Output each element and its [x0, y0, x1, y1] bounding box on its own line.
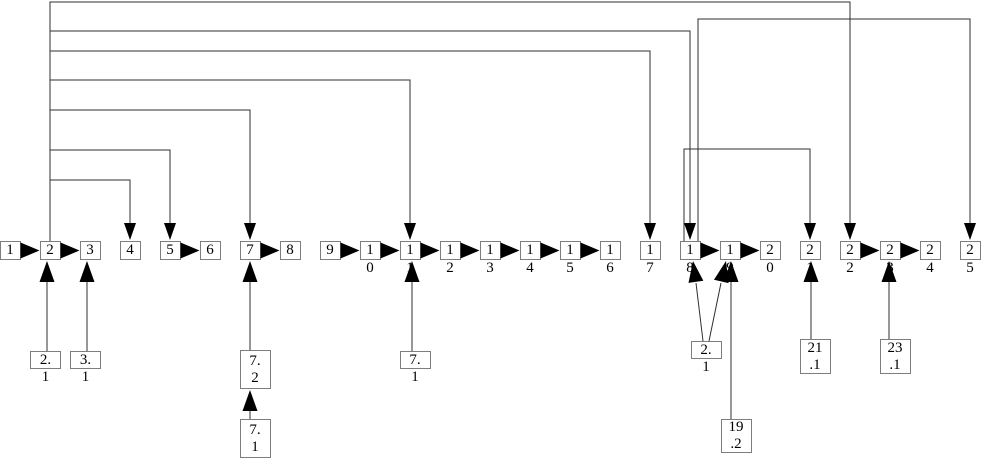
node-label: 1 — [406, 242, 414, 258]
node-label: 3 — [86, 242, 94, 258]
node-5: 5 — [159, 241, 181, 260]
node-label: 8 — [286, 242, 294, 258]
node-16: 1 — [599, 241, 621, 260]
node-label-overflow: 9 — [726, 260, 734, 276]
node-label: .2 — [730, 436, 742, 452]
node-20: 2 — [759, 241, 781, 260]
node-15: 1 — [559, 241, 581, 260]
node-label-overflow: 0 — [366, 260, 374, 276]
node-4: 4 — [119, 241, 141, 260]
node-11: 1 — [399, 241, 421, 260]
node-label: 9 — [326, 242, 334, 258]
node-23.1: 23.1 — [879, 339, 911, 374]
node-2.1-left: 2. — [30, 351, 61, 369]
node-7.2: 7. 2 — [239, 350, 271, 389]
node-label: 1 — [726, 242, 734, 258]
node-label-overflow: 1 — [81, 369, 90, 385]
node-label: 1 — [251, 438, 259, 455]
node-3.1: 3. — [70, 351, 101, 369]
node-label-overflow: 1 — [406, 260, 414, 276]
node-13: 1 — [479, 241, 501, 260]
node-label: 6 — [206, 242, 214, 258]
node-label-overflow: 4 — [926, 260, 934, 276]
node-label: 2 — [926, 242, 934, 258]
node-9: 9 — [319, 241, 341, 260]
node-label-overflow: 5 — [966, 260, 974, 276]
node-label-overflow: 6 — [606, 260, 614, 276]
node-22: 2 — [839, 241, 861, 260]
node-25: 2 — [959, 241, 981, 260]
node-label: 1 — [486, 242, 494, 258]
node-label: 1 — [446, 242, 454, 258]
node-19: 1 — [719, 241, 741, 260]
node-label: 2. — [700, 341, 712, 358]
node-label-overflow: 4 — [526, 260, 534, 276]
node-label: 7. — [249, 421, 261, 438]
node-label: 7. — [249, 352, 261, 369]
node-label: 19 — [728, 419, 744, 435]
node-label: 7 — [246, 242, 254, 258]
node-label: 2 — [886, 242, 894, 258]
node-label-overflow: 3 — [486, 260, 494, 276]
node-label: 1 — [566, 242, 574, 258]
node-label-overflow: 2 — [846, 260, 854, 276]
node-label: 1 — [646, 242, 654, 258]
node-label: 1 — [6, 242, 14, 258]
node-label-overflow: 1 — [806, 260, 814, 276]
node-label: 1 — [526, 242, 534, 258]
node-label: 2 — [806, 242, 814, 258]
node-7: 7 — [239, 241, 261, 260]
node-3: 3 — [79, 241, 101, 260]
node-10: 1 — [359, 241, 381, 260]
node-label: 2 — [46, 242, 54, 258]
node-1: 1 — [0, 241, 21, 260]
node-label: 2. — [39, 351, 52, 368]
node-label: 7. — [409, 351, 421, 368]
node-24: 2 — [919, 241, 941, 260]
node-label: 1 — [686, 242, 694, 258]
node-label: 2 — [251, 369, 259, 386]
node-label: .1 — [809, 356, 821, 373]
node-label-overflow: 2 — [446, 260, 454, 276]
node-17: 1 — [639, 241, 661, 260]
node-label-overflow: 1 — [702, 359, 710, 375]
node-6: 6 — [199, 241, 221, 260]
node-label: 21 — [807, 339, 823, 356]
node-label: 2 — [966, 242, 974, 258]
node-label: 1 — [366, 242, 374, 258]
node-19.2: 19.2 — [720, 419, 752, 453]
node-2: 2 — [39, 241, 61, 260]
node-label: 2 — [846, 242, 854, 258]
node-label-overflow: 3 — [886, 260, 894, 276]
node-7.1-left: 7. 1 — [239, 419, 271, 458]
node-label: 3. — [79, 351, 92, 368]
node-label: 1 — [606, 242, 614, 258]
node-2.1-right: 2. — [690, 341, 722, 359]
node-14: 1 — [519, 241, 541, 260]
node-7.1-right: 7. — [399, 351, 431, 369]
node-21.1: 21.1 — [799, 339, 831, 374]
node-21: 2 — [799, 241, 821, 260]
node-label-overflow: 8 — [686, 260, 694, 276]
node-label: 2 — [766, 242, 774, 258]
node-label: 5 — [166, 242, 174, 258]
node-12: 1 — [439, 241, 461, 260]
node-23: 2 — [879, 241, 901, 260]
node-18: 1 — [679, 241, 701, 260]
node-label-overflow: 5 — [566, 260, 574, 276]
node-label: 4 — [126, 242, 134, 258]
node-8: 8 — [279, 241, 301, 260]
node-label-overflow: 1 — [41, 369, 50, 385]
node-label-overflow: 0 — [766, 260, 774, 276]
node-label-overflow: 7 — [646, 260, 654, 276]
node-label: 23 — [887, 339, 903, 356]
node-label-overflow: 1 — [411, 369, 419, 385]
node-label: .1 — [889, 356, 901, 373]
